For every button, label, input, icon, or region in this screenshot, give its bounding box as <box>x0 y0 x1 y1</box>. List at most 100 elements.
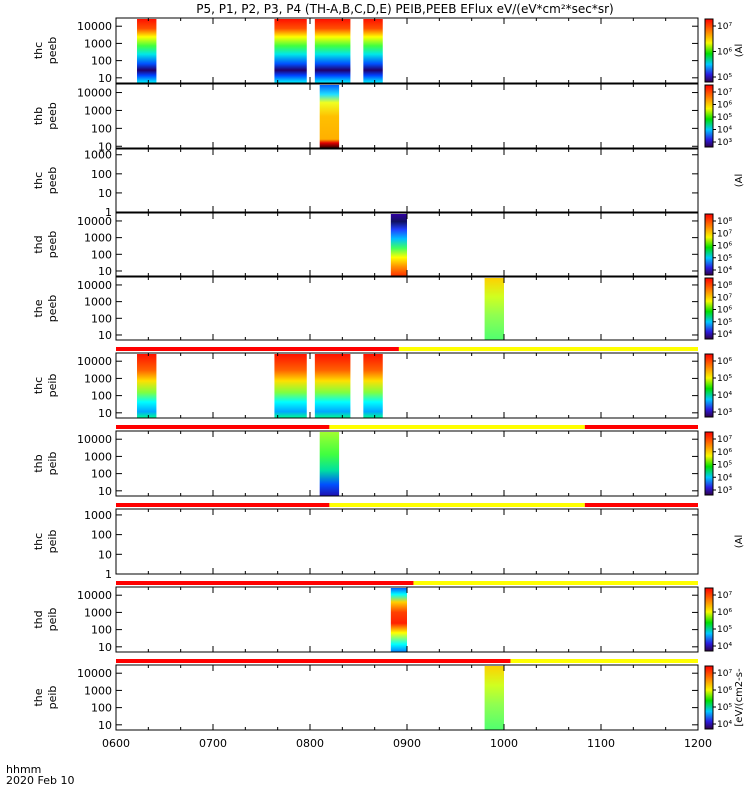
colorbar-tick-label: 10⁵ <box>717 703 732 713</box>
spectrogram-block <box>137 354 157 418</box>
y-tick-label: 1000 <box>84 606 112 619</box>
y-tick-label: 100 <box>91 168 112 181</box>
x-tick-label: 1200 <box>684 737 712 750</box>
colorbar-tick-label: 10⁴ <box>717 126 732 136</box>
y-tick-label: 10 <box>98 187 112 200</box>
panel-3: 1 10 100 1000 thc peeb (Al <box>32 148 745 219</box>
figure-title: P5, P1, P2, P3, P4 (TH-A,B,C,D,E) PEIB,P… <box>196 2 613 16</box>
spectrogram-block <box>390 214 407 276</box>
panel-frame <box>115 352 699 419</box>
status-bar <box>116 425 698 429</box>
y-tick-label: 10000 <box>77 433 112 446</box>
x-tick-label: 1000 <box>490 737 518 750</box>
panel-frame <box>115 430 699 497</box>
colorbar-tick-label: 10⁴ <box>717 720 732 730</box>
panel-6: 10 100 1000 10000 thc peib 10³ 10⁴ 10⁵ 10⁶ <box>32 352 732 420</box>
panel-frame <box>115 664 699 731</box>
colorbar-tick-label: 10⁵ <box>717 318 732 328</box>
y-tick-label: 1000 <box>84 684 112 697</box>
status-segment-yellow <box>413 581 698 585</box>
colorbar-tick-label: 10⁶ <box>717 448 732 458</box>
colorbar-tick-label: 10⁷ <box>717 669 732 679</box>
panel-label-product: peib <box>46 686 59 710</box>
colorbar-tick-label: 10⁴ <box>717 642 732 652</box>
status-bar <box>116 347 698 351</box>
y-tick-label: 10000 <box>77 20 112 33</box>
panel-label-product: peib <box>46 452 59 476</box>
panel-frame <box>115 17 699 84</box>
panel-label-probe: thd <box>32 235 45 253</box>
panel-label-probe: thc <box>32 377 45 394</box>
status-segment-red <box>116 581 414 585</box>
colorbar-tick-label: 10⁷ <box>717 229 732 239</box>
panel-frame <box>115 148 699 213</box>
panel-label-probe: thb <box>32 107 45 125</box>
panel-8: 1 10 100 1000 thc peib (Al <box>32 508 745 581</box>
panel-label-probe: thd <box>32 610 45 628</box>
spectrogram-block <box>274 19 307 83</box>
date-label: 2020 Feb 10 <box>6 774 74 787</box>
y-tick-label: 10000 <box>77 87 112 100</box>
y-tick-label: 100 <box>91 624 112 637</box>
colorbar <box>704 84 714 148</box>
spectrogram-block <box>484 666 504 730</box>
status-segment-red <box>584 503 698 507</box>
colorbar-tick-label: 10⁷ <box>717 591 732 601</box>
status-bar <box>116 503 698 507</box>
colorbar-tick-label: 10⁴ <box>717 266 732 276</box>
colorbar-tick-label: 10⁷ <box>717 293 732 303</box>
colorbar-tick-label: 10⁸ <box>717 281 732 291</box>
spectrogram-block <box>319 85 340 148</box>
panel-label-product: peeb <box>46 102 59 130</box>
y-tick-label: 1000 <box>84 149 112 162</box>
colorbar-label: (Al <box>734 535 745 549</box>
colorbar-tick-label: 10⁴ <box>717 330 732 340</box>
y-tick-label: 10000 <box>77 589 112 602</box>
y-tick-label: 100 <box>91 55 112 68</box>
y-tick-label: 1000 <box>84 37 112 50</box>
status-segment-red <box>116 425 330 429</box>
y-tick-label: 10000 <box>77 215 112 228</box>
y-tick-label: 10 <box>98 548 112 561</box>
y-tick-label: 10 <box>98 140 112 153</box>
colorbar-tick-label: 10⁵ <box>717 254 732 264</box>
y-tick-label: 1000 <box>84 509 112 522</box>
colorbar-label: (Al <box>734 44 745 58</box>
colorbar-label: [eV/(cm2-s- <box>734 668 745 727</box>
status-segment-yellow <box>329 503 585 507</box>
panel-5: 10 100 1000 10000 the peeb 10⁴ 10⁵ 10⁶ 10⁷ 10⁸ <box>32 276 732 342</box>
spectrogram-block <box>390 588 407 652</box>
colorbar-tick-label: 10⁵ <box>717 374 732 384</box>
status-segment-yellow <box>510 659 698 663</box>
colorbar-tick-label: 10³ <box>717 138 732 148</box>
status-bar <box>116 581 698 585</box>
spectrogram-block <box>363 354 383 418</box>
y-tick-label: 10000 <box>77 279 112 292</box>
y-tick-label: 1000 <box>84 232 112 245</box>
panel-label-product: peib <box>46 530 59 554</box>
y-tick-label: 1000 <box>84 372 112 385</box>
panel-label-product: peeb <box>46 231 59 259</box>
colorbar-tick-label: 10⁷ <box>717 88 732 98</box>
panel-label-probe: thb <box>32 454 45 472</box>
panel-label-probe: thc <box>32 172 45 189</box>
panel-label-product: peib <box>46 608 59 632</box>
y-tick-label: 10 <box>98 641 112 654</box>
panel-label-product: peeb <box>46 295 59 323</box>
colorbar-tick-label: 10⁶ <box>717 357 732 367</box>
colorbar-tick-label: 10³ <box>717 486 732 496</box>
panel-label-product: peib <box>46 374 59 398</box>
status-bars-layer <box>116 347 698 663</box>
panel-label-product: peeb <box>46 167 59 195</box>
panel-label-probe: the <box>32 688 45 706</box>
panel-10: 10 100 1000 10000 the peib 10⁴ 10⁵ 10⁶ 10⁷ [eV/(cm… <box>32 664 745 732</box>
panel-7: 10 100 1000 10000 thb peib 10³ 10⁴ 10⁵ 10⁶ 10⁷ <box>32 430 732 498</box>
y-tick-label: 10000 <box>77 355 112 368</box>
y-tick-label: 10 <box>98 265 112 278</box>
panel-9: 10 100 1000 10000 thd peib 10⁴ 10⁵ 10⁶ 10⁷ <box>32 586 732 654</box>
colorbar-tick-label: 10⁵ <box>717 461 732 471</box>
y-tick-label: 1000 <box>84 296 112 309</box>
y-tick-label: 10 <box>98 485 112 498</box>
colorbar-tick-label: 10⁸ <box>717 217 732 227</box>
